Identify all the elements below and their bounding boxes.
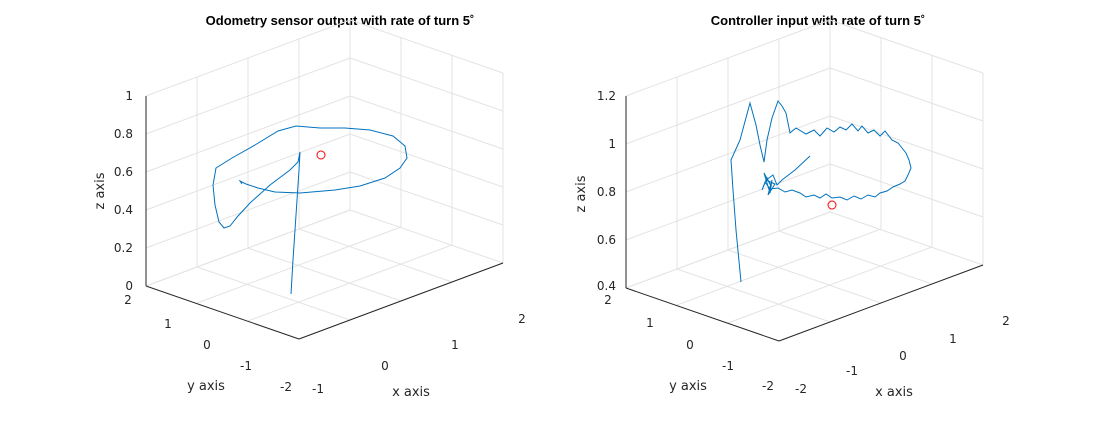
z-tick-label: 0.6 bbox=[114, 165, 133, 179]
x-axis-label: x axis bbox=[875, 385, 913, 400]
y-tick-label: 0 bbox=[203, 338, 211, 352]
z-tick-label: 1.2 bbox=[597, 89, 616, 103]
z-ticks: 1 0.8 0.6 0.4 0.2 0 bbox=[114, 89, 133, 293]
y-tick-label: 1 bbox=[164, 317, 172, 331]
chart-title: Odometry sensor output with rate of turn… bbox=[206, 13, 475, 28]
axes-frame bbox=[625, 96, 984, 342]
y-tick-label: 2 bbox=[604, 293, 612, 307]
x-tick-label: -2 bbox=[795, 382, 807, 396]
z-tick-label: 0.2 bbox=[114, 241, 133, 255]
z-tick-label: 0.6 bbox=[597, 233, 616, 247]
x-ticks: -2 -1 0 1 2 bbox=[795, 314, 1010, 396]
y-tick-label: 2 bbox=[124, 293, 132, 307]
chart-title: Controller input with rate of turn 5˚ bbox=[711, 13, 926, 28]
z-tick-label: 0.4 bbox=[597, 279, 616, 293]
x-ticks: -1 0 1 2 bbox=[312, 312, 526, 396]
y-ticks: 2 1 0 -1 -2 bbox=[604, 293, 774, 393]
z-axis-label: z axis bbox=[93, 172, 108, 209]
x-tick-label: -1 bbox=[312, 382, 324, 396]
y-tick-label: 0 bbox=[686, 338, 694, 352]
x-tick-label: 0 bbox=[899, 349, 907, 363]
plot-odometry: Odometry sensor output with rate of turn… bbox=[93, 13, 526, 400]
z-tick-label: 1 bbox=[125, 89, 133, 103]
grid-lines bbox=[145, 19, 504, 340]
z-tick-label: 0.8 bbox=[597, 185, 616, 199]
series-line bbox=[730, 99, 912, 283]
axes-frame bbox=[145, 96, 504, 340]
y-tick-label: -1 bbox=[722, 359, 734, 373]
current-position-marker bbox=[316, 150, 326, 160]
x-tick-label: -1 bbox=[846, 364, 858, 378]
z-tick-label: 0.8 bbox=[114, 127, 133, 141]
current-position-marker bbox=[827, 200, 837, 210]
plot-controller: Controller input with rate of turn 5˚ bbox=[574, 13, 1010, 400]
y-tick-label: -2 bbox=[280, 380, 292, 394]
z-ticks: 1.2 1 0.8 0.6 0.4 bbox=[597, 89, 616, 293]
x-axis-label: x axis bbox=[392, 385, 430, 400]
y-axis-label: y axis bbox=[669, 379, 707, 394]
z-tick-label: 1 bbox=[608, 137, 616, 151]
x-tick-label: 1 bbox=[451, 338, 459, 352]
x-tick-label: 1 bbox=[949, 332, 957, 346]
z-tick-label: 0.4 bbox=[114, 203, 133, 217]
y-tick-label: -2 bbox=[762, 379, 774, 393]
x-tick-label: 2 bbox=[1002, 314, 1010, 328]
series-line bbox=[212, 125, 408, 295]
z-axis-label: z axis bbox=[574, 175, 589, 212]
x-tick-label: 2 bbox=[518, 312, 526, 326]
y-ticks: 2 1 0 -1 -2 bbox=[124, 293, 292, 394]
grid-lines bbox=[625, 19, 984, 342]
x-tick-label: 0 bbox=[381, 359, 389, 373]
y-tick-label: -1 bbox=[240, 359, 252, 373]
y-axis-label: y axis bbox=[187, 379, 225, 394]
y-tick-label: 1 bbox=[646, 316, 654, 330]
z-tick-label: 0 bbox=[125, 279, 133, 293]
